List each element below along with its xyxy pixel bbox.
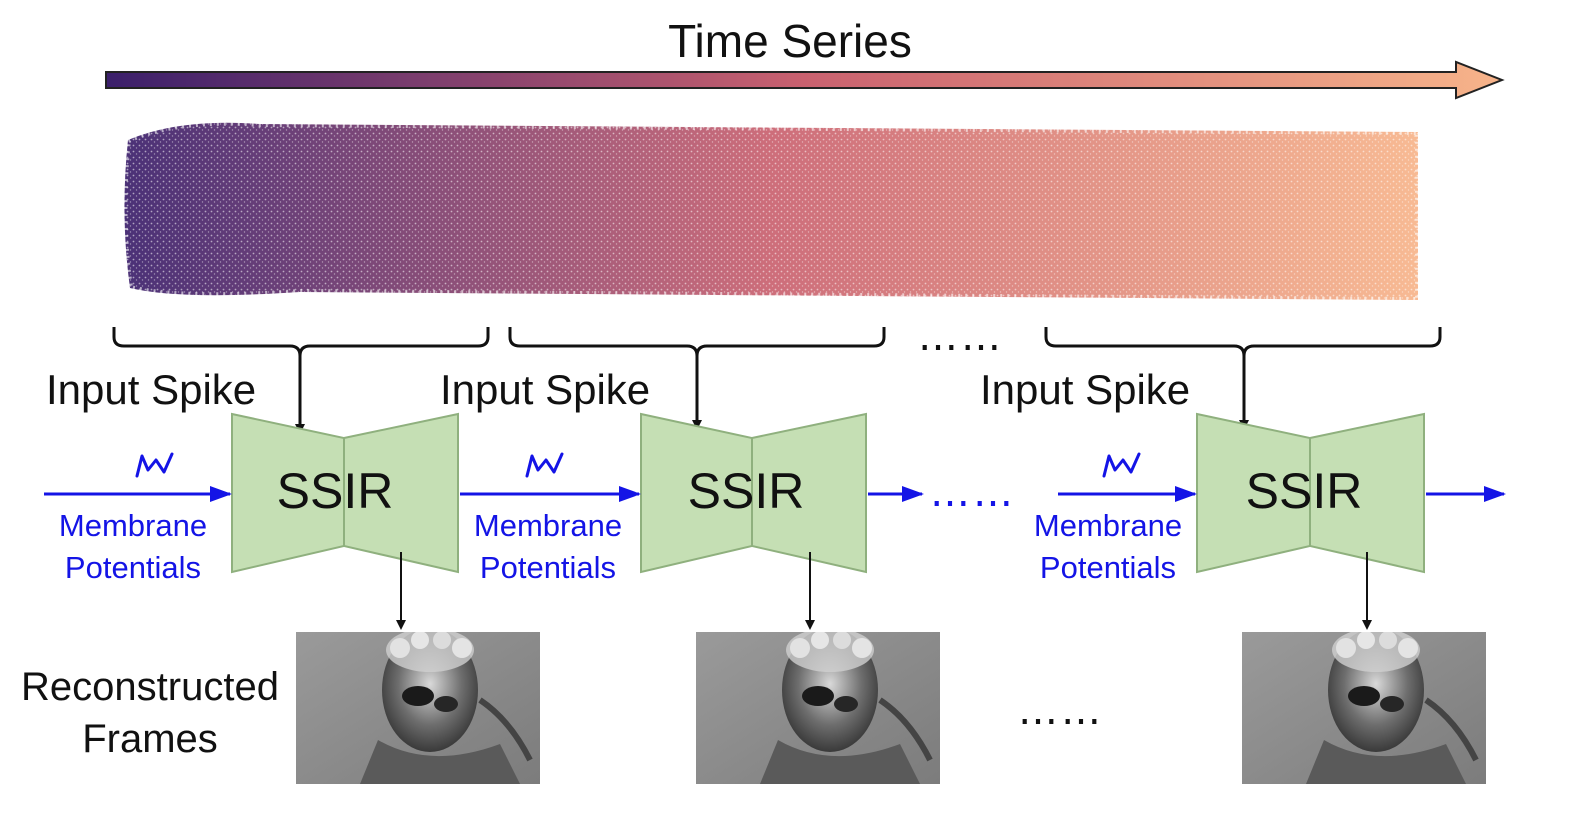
membrane-label-1-line2: Potentials	[65, 550, 201, 585]
membrane-label-1-line1: Membrane	[59, 508, 207, 543]
bracket-2	[508, 327, 886, 357]
ssir-label-1: SSIR	[277, 463, 394, 519]
membrane-label-3-line2: Potentials	[1040, 550, 1176, 585]
spike-wave-icon-1	[135, 452, 174, 478]
ssir-module-1: SSIR	[231, 412, 459, 574]
bracket-ellipsis: ……	[918, 314, 1004, 360]
membrane-label-3-line1: Membrane	[1034, 508, 1182, 543]
bracket-3	[1044, 327, 1442, 357]
diagram-title: Time Series	[668, 15, 912, 67]
frames-ellipsis: ……	[1018, 688, 1104, 734]
membrane-ellipsis: ……	[930, 470, 1016, 516]
input-spike-label-3: Input Spike	[980, 366, 1190, 413]
membrane-label-2-line1: Membrane	[474, 508, 622, 543]
input-spike-label-2: Input Spike	[440, 366, 650, 413]
frame-image-3	[1242, 632, 1486, 784]
spike-cloud	[121, 119, 1421, 304]
spike-wave-icon-3	[1102, 452, 1141, 478]
frame-image-1	[296, 632, 540, 784]
ssir-module-3: SSIR	[1196, 412, 1425, 574]
time-arrow-icon	[105, 60, 1505, 100]
reconstructed-label-line1: Reconstructed	[21, 665, 279, 709]
reconstructed-label-line2: Frames	[82, 717, 218, 761]
frame-image-2	[696, 632, 940, 784]
bracket-1	[112, 327, 490, 357]
ssir-label-2: SSIR	[688, 463, 805, 519]
membrane-label-2-line2: Potentials	[480, 550, 616, 585]
ssir-label-3: SSIR	[1246, 463, 1363, 519]
input-spike-label-1: Input Spike	[46, 366, 256, 413]
spike-wave-icon-2	[525, 452, 564, 478]
ssir-module-2: SSIR	[640, 412, 867, 574]
